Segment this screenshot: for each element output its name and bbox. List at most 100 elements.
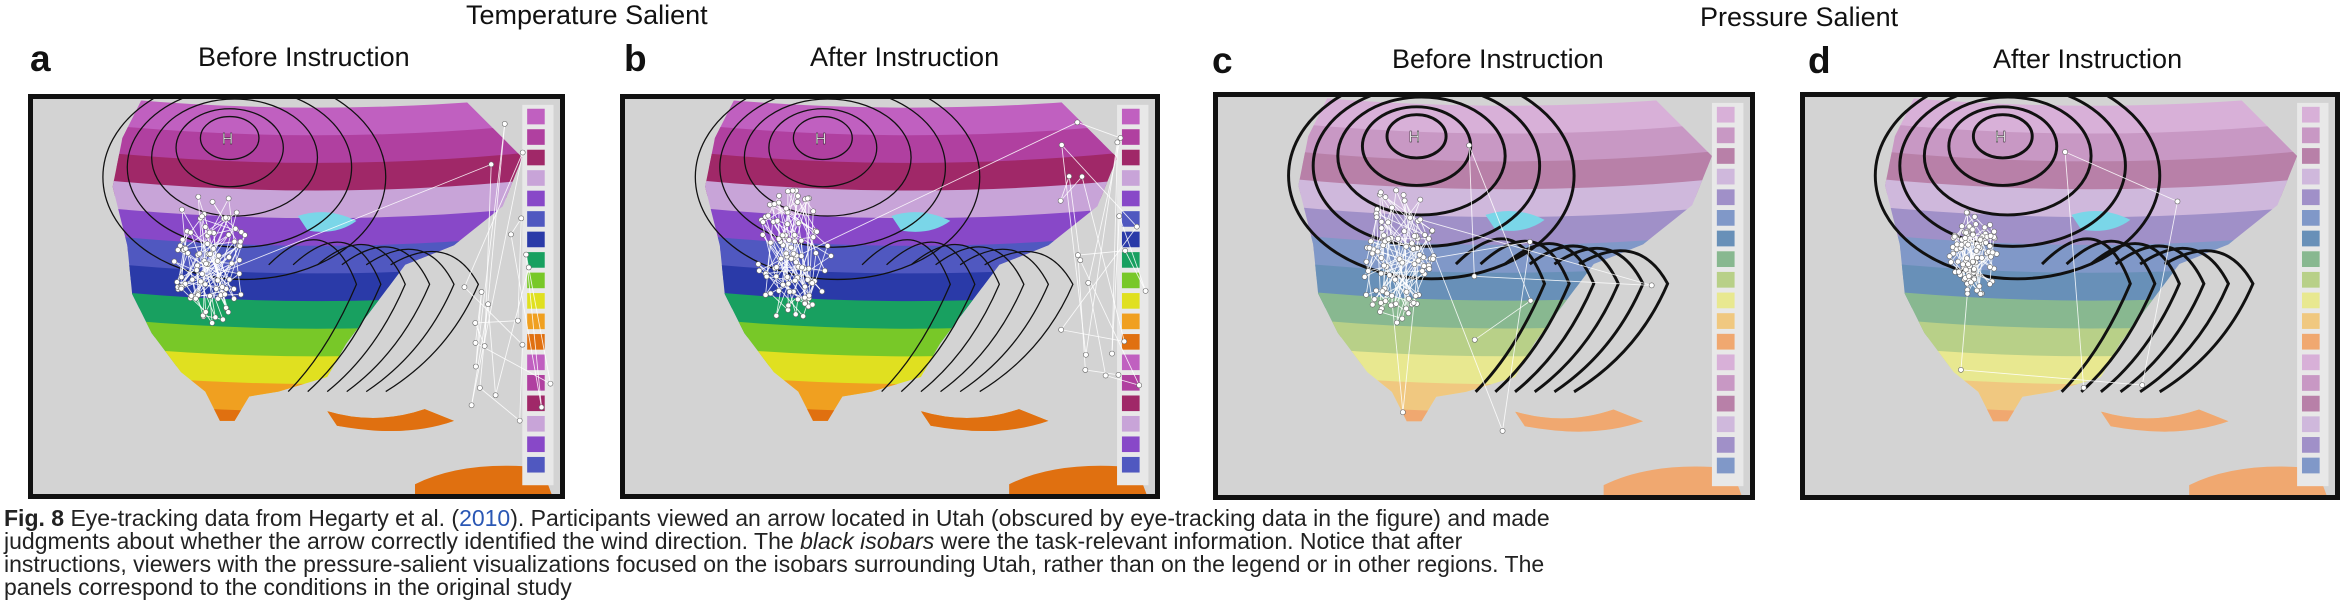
fixation-point bbox=[1471, 273, 1478, 280]
saccade-line bbox=[192, 255, 220, 280]
fixation-point bbox=[1981, 224, 1988, 231]
fixation-point bbox=[1392, 276, 1398, 283]
isobar bbox=[1898, 97, 2127, 248]
legend-strip bbox=[522, 104, 554, 486]
panel-d-map-svg: H bbox=[1806, 97, 2334, 495]
caption-citation-link[interactable]: 2010 bbox=[459, 505, 511, 531]
isobar bbox=[910, 243, 1001, 393]
fixation-point bbox=[492, 392, 499, 399]
fixation-point bbox=[1378, 255, 1385, 261]
fixation-point bbox=[238, 291, 244, 298]
saccade-line bbox=[1087, 137, 1121, 283]
saccade-line bbox=[1949, 226, 1963, 257]
isobars bbox=[1873, 97, 2255, 394]
fixation-point bbox=[792, 277, 798, 284]
legend-swatch bbox=[1121, 272, 1140, 289]
saccade-line bbox=[218, 255, 235, 299]
fixation-point bbox=[795, 220, 802, 226]
legend-swatch bbox=[1716, 271, 1735, 288]
fixation-point bbox=[1969, 258, 1976, 265]
fixation-point bbox=[1374, 248, 1381, 255]
fixation-point bbox=[802, 283, 808, 290]
legend-swatch bbox=[2301, 354, 2320, 371]
fixation-point bbox=[791, 238, 798, 245]
fixation-point bbox=[215, 252, 222, 259]
fixation-point bbox=[193, 267, 200, 273]
saccade-line bbox=[1077, 250, 1126, 256]
saccade-line bbox=[1111, 216, 1120, 354]
legend-swatch bbox=[2301, 375, 2320, 391]
fixation-point bbox=[1965, 261, 1972, 268]
fixation-point bbox=[783, 250, 790, 257]
fixation-point bbox=[478, 289, 485, 295]
fixation-point bbox=[236, 257, 243, 264]
saccade-line bbox=[209, 273, 240, 297]
fixation-point bbox=[801, 294, 808, 301]
fixation-point bbox=[1361, 273, 1368, 280]
fixation-point bbox=[1377, 300, 1384, 306]
panel-c-map-svg: H bbox=[1219, 97, 1749, 495]
saccade-line bbox=[1966, 212, 1974, 262]
fixation-point bbox=[783, 205, 790, 212]
fixation-point bbox=[1363, 292, 1369, 298]
fixation-point bbox=[209, 320, 215, 326]
fixation-point bbox=[819, 288, 825, 295]
saccade-line bbox=[212, 201, 241, 247]
fixation-point bbox=[1960, 261, 1966, 268]
saccade-line bbox=[1960, 369, 2143, 386]
fixation-point bbox=[1976, 283, 1983, 290]
legend-swatch bbox=[2301, 168, 2320, 185]
fixation-point bbox=[1367, 238, 1374, 245]
fixation-point bbox=[765, 212, 772, 219]
legend-swatch bbox=[527, 190, 545, 207]
saccade-line bbox=[201, 216, 227, 308]
saccade-line bbox=[185, 241, 235, 250]
panel-a-map-svg: H bbox=[34, 99, 559, 494]
saccade-line bbox=[1077, 121, 1121, 139]
isobar bbox=[2041, 237, 2132, 393]
fixation-point bbox=[1122, 247, 1129, 254]
legend-swatch bbox=[1121, 231, 1140, 248]
saccade-line bbox=[1395, 230, 1433, 305]
saccade-line bbox=[1380, 192, 1389, 240]
fixation-point bbox=[1386, 272, 1393, 278]
saccade-line bbox=[1395, 190, 1430, 266]
fixation-point bbox=[1471, 336, 1478, 343]
fixation-point bbox=[1987, 222, 1993, 228]
fixation-point bbox=[222, 291, 228, 298]
saccade-line bbox=[2064, 151, 2178, 202]
legend-swatch bbox=[2301, 457, 2320, 474]
saccade-line bbox=[495, 267, 530, 396]
fixation-point bbox=[790, 250, 797, 257]
fixation-point bbox=[813, 228, 820, 235]
saccade-line bbox=[487, 304, 497, 396]
isobar bbox=[694, 99, 981, 281]
legend-swatch bbox=[2301, 271, 2320, 288]
fixation-point bbox=[485, 301, 491, 308]
fixation-point bbox=[473, 363, 479, 370]
fixation-point bbox=[179, 206, 185, 213]
fixation-point bbox=[188, 292, 195, 299]
fixation-point bbox=[1381, 262, 1387, 269]
isobar bbox=[1971, 113, 2034, 160]
fixation-point bbox=[197, 278, 204, 285]
fixation-point bbox=[763, 273, 770, 280]
fixation-point bbox=[802, 300, 808, 307]
legend-swatch bbox=[1716, 230, 1735, 247]
fixation-point bbox=[523, 251, 529, 258]
isobar bbox=[1454, 237, 1547, 393]
legend-swatch bbox=[2301, 189, 2320, 206]
fixation-point bbox=[1425, 235, 1432, 242]
saccade-line bbox=[1502, 241, 1531, 431]
legend-swatch bbox=[1121, 436, 1140, 453]
saccade-line bbox=[484, 164, 492, 347]
fixation-point bbox=[1381, 232, 1387, 239]
isobar bbox=[1873, 97, 2162, 281]
isobar bbox=[1553, 246, 1645, 394]
isobar bbox=[979, 250, 1074, 393]
legend-strip bbox=[1711, 102, 1744, 487]
isobar bbox=[792, 115, 853, 161]
saccade-line bbox=[471, 304, 489, 406]
legend-swatch bbox=[1716, 292, 1735, 309]
fixation-point bbox=[461, 284, 468, 291]
